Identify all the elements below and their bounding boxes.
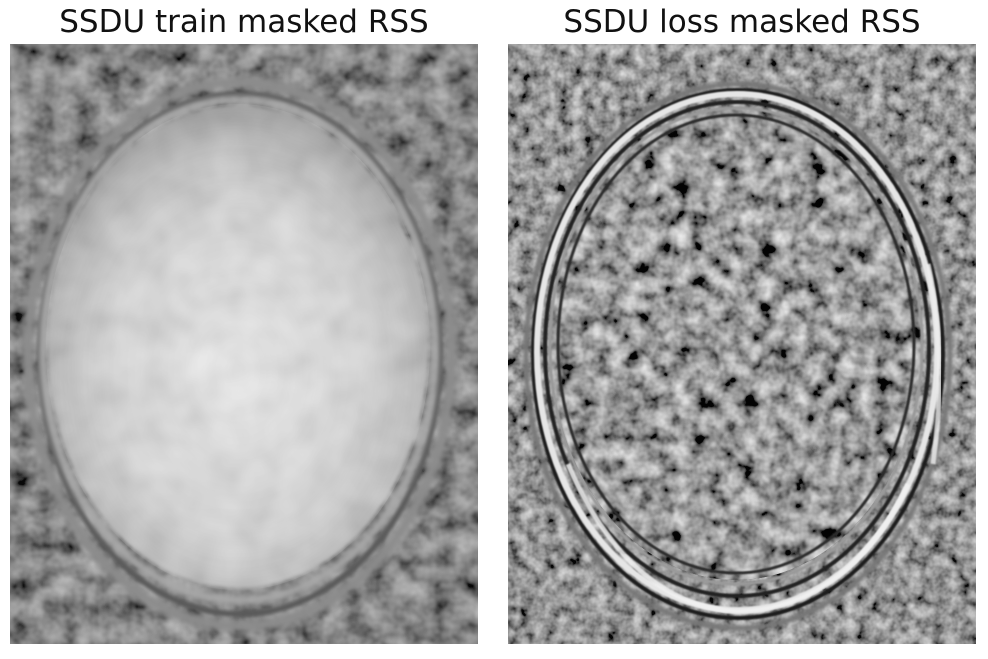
left-panel-title: SSDU train masked RSS	[59, 4, 429, 40]
right-mri-svg	[508, 44, 976, 644]
right-panel-title: SSDU loss masked RSS	[563, 4, 921, 40]
left-mri-image	[10, 44, 478, 644]
left-mri-svg	[10, 44, 478, 644]
right-mri-image	[508, 44, 976, 644]
